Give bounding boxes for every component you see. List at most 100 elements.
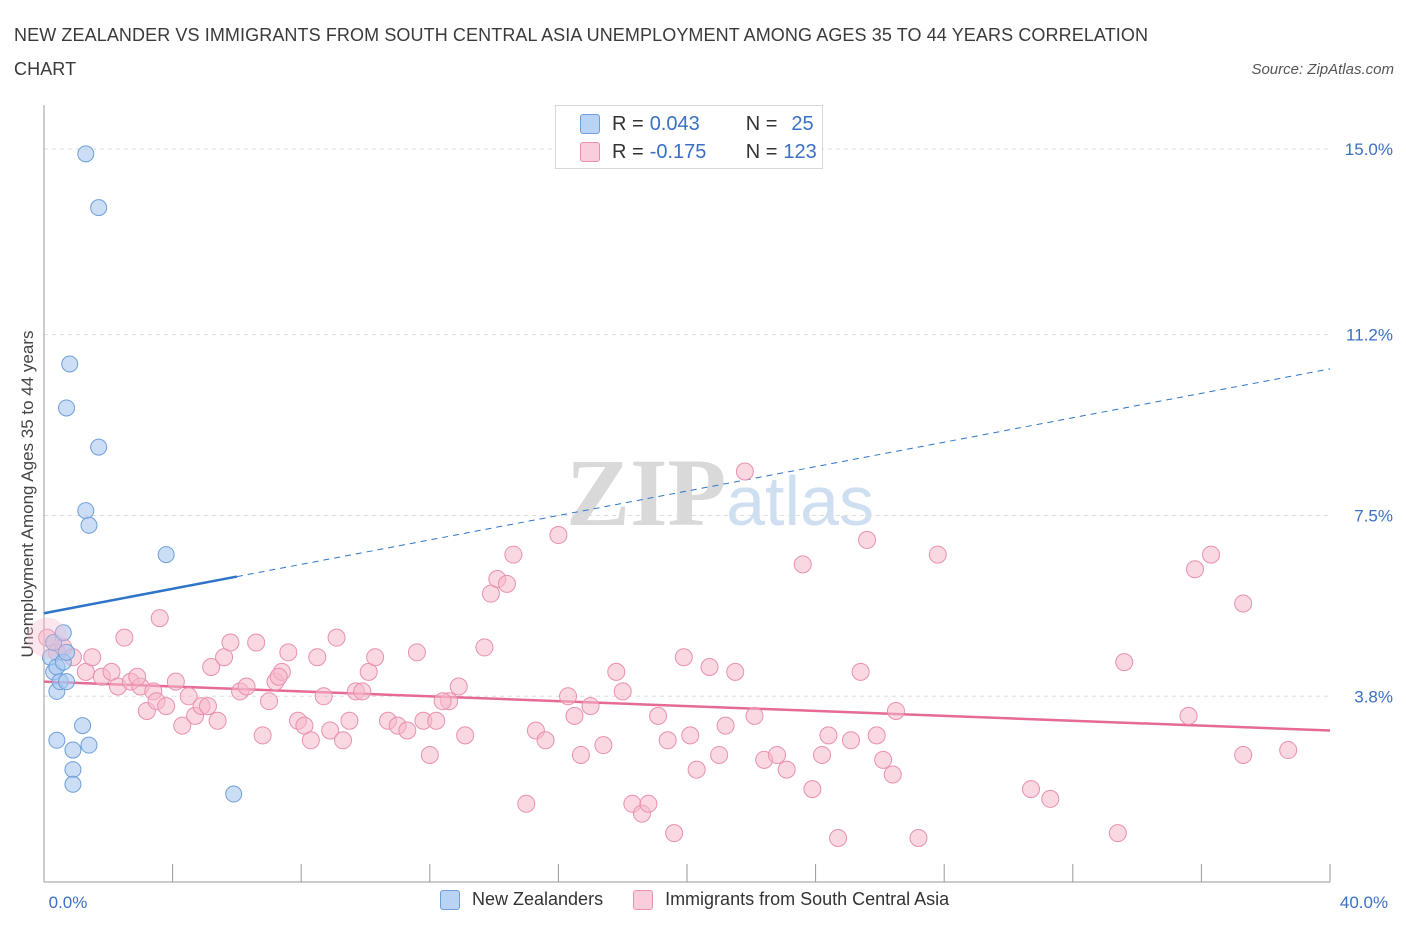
data-point-cluster	[27, 617, 68, 658]
data-point-immigrants	[321, 721, 340, 740]
data-point-immigrants	[658, 731, 677, 750]
x-tick-label: 0.0%	[49, 893, 88, 912]
data-point-immigrants	[427, 711, 446, 730]
data-point-immigrants	[581, 697, 600, 716]
data-point-immigrants	[565, 706, 584, 725]
data-point-immigrants	[407, 643, 426, 662]
data-point-immigrants	[497, 574, 516, 593]
data-point-immigrants	[768, 745, 787, 764]
data-point-immigrants	[886, 701, 905, 720]
data-point-new-zealanders	[77, 145, 95, 163]
data-point-immigrants	[745, 706, 764, 725]
data-point-new-zealanders	[48, 731, 66, 749]
data-point-new-zealanders	[225, 785, 243, 803]
tick-labels: 3.8% 7.5% 11.2% 15.0% 0.0% 40.0%	[49, 140, 1393, 912]
series-legend-item-new-zealanders: New Zealanders	[440, 889, 603, 910]
trend-line-immigrants	[43, 680, 1331, 732]
data-point-immigrants	[874, 750, 893, 769]
series-swatch-pink	[633, 889, 654, 910]
axes	[43, 105, 1331, 883]
data-point-immigrants	[867, 726, 886, 745]
data-point-immigrants	[308, 648, 327, 667]
data-point-immigrants	[208, 711, 227, 730]
watermark-zip: ZIP	[566, 439, 726, 546]
data-point-immigrants	[829, 829, 848, 848]
data-point-new-zealanders	[64, 761, 82, 779]
legend-swatch-blue	[580, 114, 600, 134]
data-point-immigrants	[333, 731, 352, 750]
legend-n-label: N =	[745, 140, 778, 163]
data-point-immigrants	[314, 687, 333, 706]
legend-row-immigrants: R = -0.175 N = 123	[580, 141, 817, 163]
legend-r-value: 0.043	[649, 112, 700, 135]
data-point-immigrants	[710, 745, 729, 764]
series-legend-label: Immigrants from South Central Asia	[665, 889, 950, 909]
data-point-immigrants	[841, 731, 860, 750]
data-point-new-zealanders	[90, 199, 108, 217]
data-point-immigrants	[674, 648, 693, 667]
y-tick-label: 15.0%	[1345, 140, 1393, 159]
data-point-immigrants	[607, 662, 626, 681]
data-point-immigrants	[260, 692, 279, 711]
data-point-immigrants	[687, 760, 706, 779]
legend-r-value: -0.175	[649, 140, 707, 163]
correlation-legend: R = 0.043 N = 25 R = -0.175 N = 123	[555, 105, 823, 169]
data-point-immigrants	[166, 672, 185, 691]
data-point-immigrants	[237, 677, 256, 696]
legend-n-value: 123	[783, 140, 817, 163]
data-point-immigrants	[1179, 706, 1198, 725]
grid-lines	[44, 148, 1330, 697]
data-point-immigrants	[716, 716, 735, 735]
y-tick-label: 3.8%	[1354, 687, 1393, 706]
data-point-immigrants	[1234, 745, 1253, 764]
series-legend: New Zealanders Immigrants from South Cen…	[440, 889, 979, 910]
legend-row-new-zealanders: R = 0.043 N = 25	[580, 113, 814, 135]
data-point-immigrants	[398, 721, 417, 740]
data-point-new-zealanders	[61, 355, 79, 373]
y-tick-label: 7.5%	[1354, 506, 1393, 525]
data-point-immigrants	[353, 682, 372, 701]
data-point-immigrants	[803, 780, 822, 799]
data-point-immigrants	[777, 760, 796, 779]
data-point-immigrants	[433, 692, 452, 711]
data-point-immigrants	[928, 545, 947, 564]
data-point-new-zealanders	[77, 502, 95, 520]
data-point-immigrants	[681, 726, 700, 745]
data-point-immigrants	[504, 545, 523, 564]
data-point-immigrants	[735, 462, 754, 481]
data-point-immigrants	[301, 731, 320, 750]
data-point-immigrants	[83, 648, 102, 667]
legend-swatch-pink	[580, 142, 600, 162]
data-point-immigrants	[327, 628, 346, 647]
data-point-immigrants	[157, 697, 176, 716]
data-point-immigrants	[247, 633, 266, 652]
data-point-immigrants	[1022, 780, 1041, 799]
data-point-immigrants	[366, 648, 385, 667]
data-point-immigrants	[253, 726, 272, 745]
x-tick-label: 40.0%	[1340, 893, 1388, 912]
legend-r-label: R =	[612, 140, 644, 163]
trend-lines	[43, 368, 1331, 732]
data-point-immigrants	[793, 555, 812, 574]
watermark: ZIPatlas	[566, 439, 874, 546]
data-point-immigrants	[649, 706, 668, 725]
series-legend-item-immigrants: Immigrants from South Central Asia	[633, 889, 949, 910]
data-point-immigrants	[665, 824, 684, 843]
data-point-immigrants	[700, 657, 719, 676]
data-point-immigrants	[851, 662, 870, 681]
data-point-immigrants	[198, 697, 217, 716]
data-point-new-zealanders	[80, 736, 98, 754]
chart-title: NEW ZEALANDER VS IMMIGRANTS FROM SOUTH C…	[14, 25, 1149, 79]
data-point-immigrants	[475, 638, 494, 657]
data-point-immigrants	[858, 530, 877, 549]
data-point-immigrants	[1185, 560, 1204, 579]
trend-line-new-zealanders-extension	[236, 368, 1331, 578]
data-point-immigrants	[179, 687, 198, 706]
legend-r-label: R =	[612, 112, 644, 135]
data-point-immigrants	[1041, 789, 1060, 808]
data-point-immigrants	[726, 662, 745, 681]
data-point-new-zealanders	[157, 546, 175, 564]
data-point-immigrants	[128, 667, 147, 686]
trend-line-new-zealanders	[43, 575, 238, 615]
